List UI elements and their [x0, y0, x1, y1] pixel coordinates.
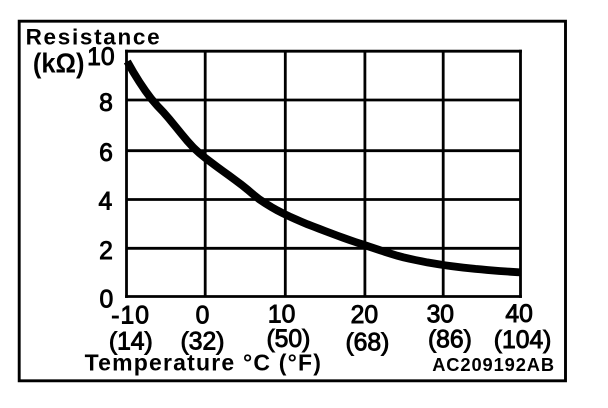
- svg-text:(14): (14): [109, 329, 153, 356]
- svg-text:0: 0: [196, 302, 210, 329]
- svg-text:(104): (104): [494, 327, 552, 354]
- svg-text:8: 8: [99, 90, 113, 117]
- svg-text:-10: -10: [111, 302, 150, 329]
- svg-text:30: 30: [427, 302, 454, 329]
- svg-text:(kΩ): (kΩ): [33, 47, 85, 78]
- svg-text:20: 20: [351, 302, 378, 329]
- svg-text:0: 0: [99, 286, 113, 313]
- svg-text:10: 10: [268, 302, 295, 329]
- svg-text:(68): (68): [345, 330, 389, 357]
- svg-text:(86): (86): [428, 326, 472, 353]
- svg-text:(50): (50): [266, 326, 310, 353]
- svg-text:Resistance: Resistance: [26, 25, 162, 50]
- svg-text:10: 10: [87, 44, 114, 71]
- svg-text:(32): (32): [181, 329, 225, 356]
- svg-text:Temperature °C (°F): Temperature °C (°F): [85, 350, 323, 376]
- svg-text:40: 40: [505, 301, 532, 328]
- svg-text:6: 6: [99, 140, 113, 167]
- svg-text:AC209192AB: AC209192AB: [432, 354, 555, 375]
- svg-text:4: 4: [98, 188, 112, 215]
- svg-text:2: 2: [99, 238, 113, 265]
